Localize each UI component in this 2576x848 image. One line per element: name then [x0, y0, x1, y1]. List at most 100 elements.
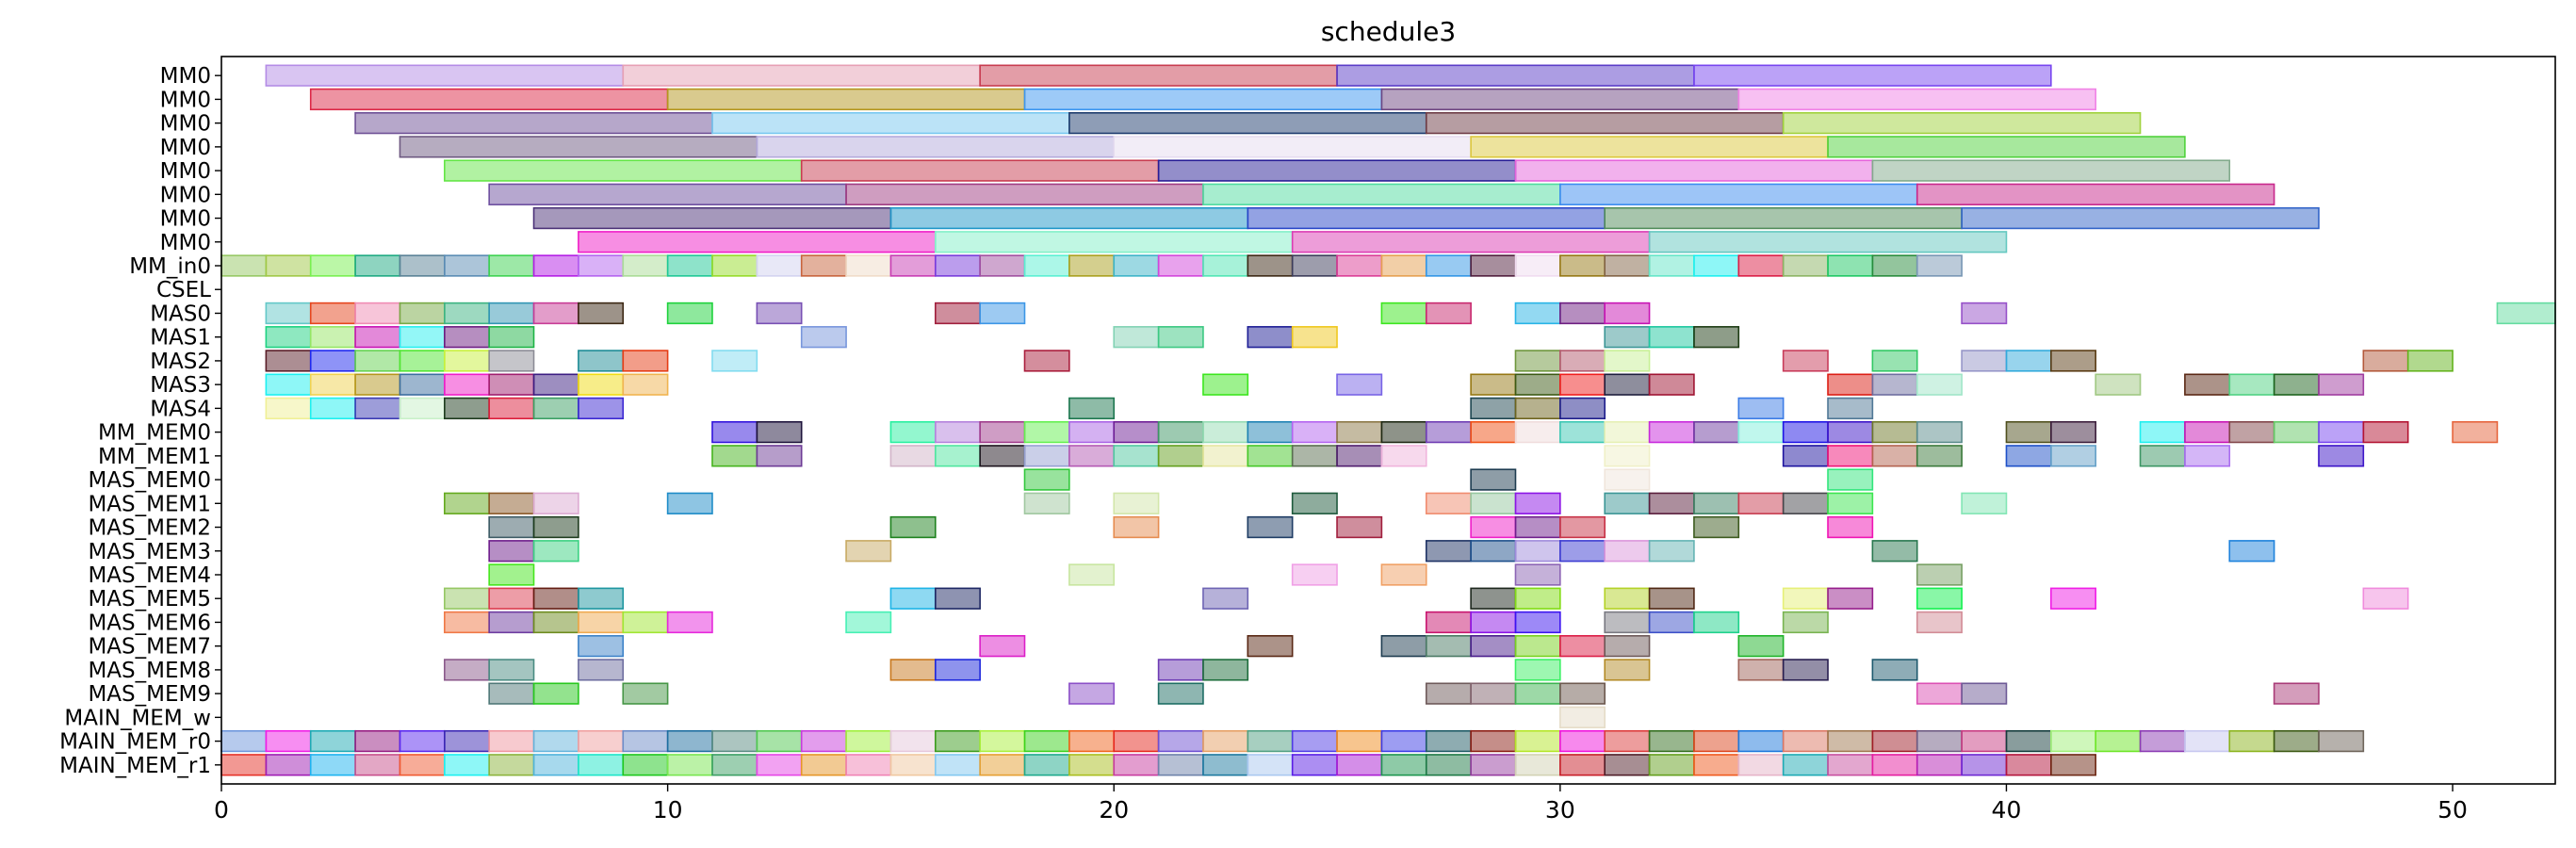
task-bar — [1247, 254, 1294, 277]
task-bar — [1648, 754, 1695, 776]
task-bar — [578, 231, 937, 253]
task-bar — [309, 88, 669, 111]
task-bar — [1559, 302, 1606, 325]
task-bar — [399, 754, 446, 776]
task-bar — [488, 587, 535, 610]
task-bar — [1604, 754, 1651, 776]
task-bar — [2318, 373, 2365, 396]
task-bar — [1425, 302, 1472, 325]
task-bar — [488, 373, 535, 396]
task-bar — [444, 611, 490, 634]
task-bar — [1291, 231, 1651, 253]
task-bar — [354, 302, 401, 325]
task-bar — [578, 350, 625, 372]
task-bar — [1604, 350, 1651, 372]
task-bar — [1023, 420, 1070, 444]
task-bar — [1336, 64, 1695, 87]
task-bar — [1247, 635, 1294, 658]
task-bar — [1782, 254, 1829, 277]
task-bar — [1514, 682, 1561, 705]
task-bar — [934, 659, 981, 681]
task-bar — [532, 492, 579, 514]
task-bar — [889, 254, 937, 277]
task-bar — [1782, 754, 1829, 776]
task-bar — [1916, 183, 2275, 205]
task-bar — [354, 729, 401, 753]
task-bar — [1291, 492, 1338, 514]
task-bar — [2362, 350, 2409, 372]
task-bar — [1470, 420, 1517, 444]
task-bar — [444, 397, 490, 420]
task-bar — [1202, 254, 1249, 277]
task-bar — [2095, 373, 2142, 396]
task-bar — [1291, 445, 1338, 467]
task-bar — [578, 659, 625, 681]
task-bar — [1916, 563, 1963, 586]
task-bar — [666, 754, 713, 776]
task-bar — [2184, 445, 2231, 467]
task-bar — [578, 302, 625, 325]
task-bar — [399, 397, 446, 420]
task-bar — [1827, 754, 1874, 776]
task-bar — [354, 350, 401, 372]
task-bar — [1380, 563, 1427, 586]
task-bar — [1559, 254, 1606, 277]
task-bar — [1693, 611, 1740, 634]
task-bar — [488, 183, 847, 205]
task-bar — [711, 445, 758, 467]
y-tick-label: MAIN_MEM_r1 — [59, 754, 211, 778]
task-bar — [666, 88, 1026, 111]
y-tick-label: MAS1 — [150, 326, 211, 351]
x-tick-label: 40 — [1992, 796, 2022, 824]
y-tick-label: MM0 — [160, 231, 211, 255]
task-bar — [354, 754, 401, 776]
task-bar — [488, 350, 535, 372]
task-bar — [979, 302, 1026, 325]
task-bar — [800, 754, 847, 776]
task-bar — [1648, 254, 1695, 277]
task-bar — [1023, 468, 1070, 491]
task-bar — [444, 350, 490, 372]
task-bar — [444, 254, 490, 277]
task-bar — [1157, 445, 1204, 467]
task-bar — [711, 420, 758, 444]
task-bar — [1336, 254, 1383, 277]
task-bar — [2318, 445, 2365, 467]
task-bar — [622, 254, 669, 277]
task-bar — [265, 254, 312, 277]
task-bar — [1470, 254, 1517, 277]
task-bar — [1737, 492, 1785, 514]
task-bar — [1871, 254, 1918, 277]
task-bar — [934, 587, 981, 610]
task-bar — [1648, 231, 2008, 253]
task-bar — [1068, 397, 1116, 420]
task-bar — [934, 729, 981, 753]
task-bar — [1291, 563, 1338, 586]
task-bar — [1514, 563, 1561, 586]
task-bar — [756, 254, 803, 277]
task-bar — [354, 111, 713, 135]
y-tick-label: MM0 — [160, 183, 211, 207]
task-bar — [1157, 420, 1204, 444]
task-bar — [1514, 397, 1561, 420]
task-bar — [2228, 540, 2275, 563]
task-bar — [666, 254, 713, 277]
task-bar — [1425, 492, 1472, 514]
task-bar — [1827, 373, 1874, 396]
task-bar — [1425, 729, 1472, 753]
task-bar — [1157, 659, 1204, 681]
task-bar — [1470, 729, 1517, 753]
task-bar — [1425, 540, 1472, 563]
task-bar — [532, 682, 579, 705]
task-bar — [2318, 729, 2365, 753]
task-bar — [2496, 302, 2556, 325]
task-bar — [1827, 468, 1874, 491]
task-bar — [979, 445, 1026, 467]
task-bar — [979, 254, 1026, 277]
y-tick-label: MM0 — [160, 136, 211, 160]
task-bar — [444, 587, 490, 610]
task-bar — [265, 373, 312, 396]
task-bar — [2050, 729, 2096, 753]
task-bar — [578, 611, 625, 634]
x-tick-label: 20 — [1099, 796, 1129, 824]
